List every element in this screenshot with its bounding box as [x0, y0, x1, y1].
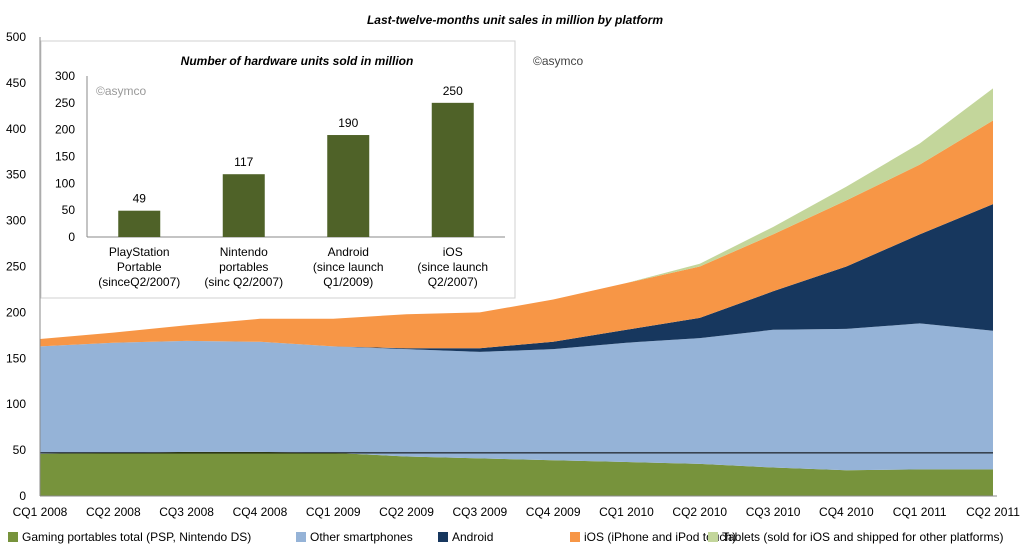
inset-watermark: ©asymco — [96, 84, 147, 98]
area-series-2 — [40, 204, 993, 352]
inset-y-tick-label: 0 — [68, 230, 75, 244]
y-tick-label: 400 — [6, 122, 26, 136]
y-tick-label: 250 — [6, 260, 26, 274]
y-tick-label: 200 — [6, 305, 26, 319]
legend-swatch — [570, 532, 580, 542]
inset-bar — [222, 174, 265, 237]
x-tick-label: CQ1 2010 — [599, 505, 654, 519]
x-tick-label: CQ2 2009 — [379, 505, 434, 519]
inset-category-label: (sinceQ2/2007) — [98, 275, 180, 289]
x-tick-label: CQ1 2008 — [13, 505, 68, 519]
x-tick-label: CQ4 2008 — [233, 505, 288, 519]
y-tick-label: 100 — [6, 397, 26, 411]
inset-value-label: 250 — [443, 84, 463, 98]
inset-category-label: (since launch — [417, 260, 488, 274]
inset-category-label: Q1/2009) — [323, 275, 373, 289]
inset-y-tick-label: 250 — [55, 96, 75, 110]
legend-swatch — [8, 532, 18, 542]
chart-title: Last-twelve-months unit sales in million… — [367, 13, 663, 27]
legend-label: iOS (iPhone and iPod touch) — [584, 530, 736, 544]
x-tick-label: CQ4 2010 — [819, 505, 874, 519]
area-layers — [40, 88, 993, 496]
inset-category-label: iOS — [443, 245, 463, 259]
inset-category-label: portables — [219, 260, 268, 274]
x-tick-label: CQ1 2009 — [306, 505, 361, 519]
main-watermark: ©asymco — [533, 54, 584, 68]
inset-y-tick-label: 200 — [55, 123, 75, 137]
inset-category-label: (since launch — [313, 260, 384, 274]
inset-value-label: 49 — [133, 192, 147, 206]
inset-bar — [431, 102, 474, 237]
legend-swatch — [438, 532, 448, 542]
inset-y-tick-label: 150 — [55, 150, 75, 164]
x-tick-label: CQ1 2011 — [893, 505, 947, 519]
inset-bar — [327, 135, 370, 237]
area-series-4 — [40, 88, 993, 340]
x-tick-label: CQ2 2008 — [86, 505, 141, 519]
inset-y-tick-label: 300 — [55, 69, 75, 83]
inset-bar — [118, 210, 161, 237]
x-tick-label: CQ2 2011 — [966, 505, 1020, 519]
y-tick-label: 350 — [6, 168, 26, 182]
inset-category-label: Portable — [117, 260, 162, 274]
y-tick-label: 450 — [6, 76, 26, 90]
area-series-0 — [40, 451, 993, 496]
inset-y-tick-label: 100 — [55, 176, 75, 190]
x-tick-label: CQ2 2010 — [672, 505, 727, 519]
inset-category-label: Android — [328, 245, 369, 259]
inset-bar-chart: Number of hardware units sold in million… — [40, 40, 516, 299]
x-tick-label: CQ4 2009 — [526, 505, 581, 519]
inset-category-label: Q2/2007) — [428, 275, 478, 289]
y-tick-label: 150 — [6, 351, 26, 365]
y-tick-label: 500 — [6, 30, 26, 44]
inset-y-tick-label: 50 — [62, 203, 76, 217]
legend-label: Gaming portables total (PSP, Nintendo DS… — [22, 530, 251, 544]
x-tick-label: CQ3 2009 — [452, 505, 507, 519]
area-series-3 — [40, 120, 993, 349]
legend: Gaming portables total (PSP, Nintendo DS… — [8, 530, 1003, 544]
inset-title: Number of hardware units sold in million — [181, 54, 414, 68]
inset-category-label: Nintendo — [220, 245, 268, 259]
legend-swatch — [296, 532, 306, 542]
legend-label: Android — [452, 530, 493, 544]
inset-category-label: PlayStation — [109, 245, 170, 259]
inset-category-label: (sinc Q2/2007) — [204, 275, 283, 289]
legend-label: Tablets (sold for iOS and shipped for ot… — [722, 530, 1003, 544]
y-tick-label: 300 — [6, 214, 26, 228]
legend-swatch — [708, 532, 718, 542]
area-series-1 — [40, 323, 993, 471]
y-tick-label: 0 — [19, 489, 26, 503]
inset-value-label: 190 — [338, 116, 358, 130]
x-tick-label: CQ3 2010 — [746, 505, 801, 519]
y-tick-label: 50 — [13, 443, 27, 457]
legend-label: Other smartphones — [310, 530, 413, 544]
inset-value-label: 117 — [234, 155, 253, 169]
x-tick-label: CQ3 2008 — [159, 505, 214, 519]
